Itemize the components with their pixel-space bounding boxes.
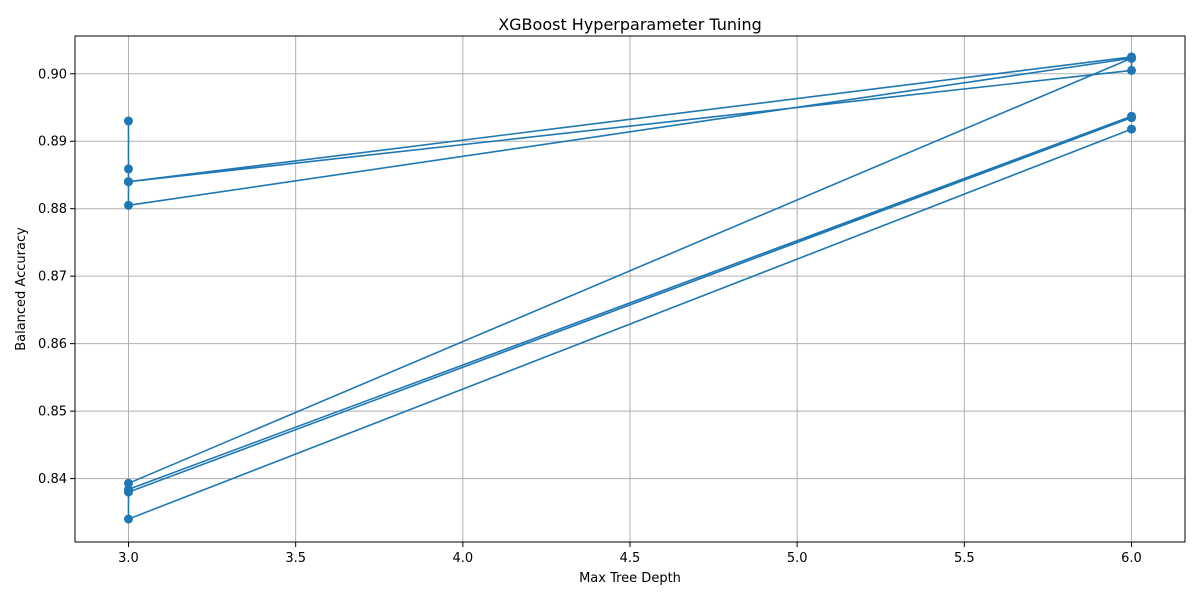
y-axis-label: Balanced Accuracy [14, 227, 29, 351]
y-tick-label: 0.90 [38, 67, 67, 82]
data-point [123, 116, 133, 126]
x-tick-label: 4.0 [452, 551, 473, 566]
data-point [123, 164, 133, 174]
x-tick-label: 3.0 [118, 551, 139, 566]
data-point [1127, 65, 1137, 75]
y-tick-label: 0.84 [38, 472, 67, 487]
ticks: 3.0 3.5 4.0 4.5 5.0 5.5 6.0 0.84 0.85 0.86 0.87 0.8… [38, 67, 1142, 566]
y-tick-label: 0.86 [38, 337, 67, 352]
data-point [1127, 53, 1137, 63]
y-tick-label: 0.87 [38, 270, 67, 285]
series [123, 52, 1137, 524]
x-tick-label: 5.0 [787, 551, 808, 566]
chart-title: XGBoost Hyperparameter Tuning [498, 15, 762, 34]
y-tick-label: 0.88 [38, 202, 67, 217]
data-point [123, 484, 133, 494]
x-tick-label: 6.0 [1121, 551, 1142, 566]
x-axis-label: Max Tree Depth [579, 571, 681, 586]
x-tick-label: 3.5 [285, 551, 306, 566]
x-tick-label: 4.5 [620, 551, 641, 566]
data-point [123, 200, 133, 210]
series-line [127, 56, 1133, 520]
x-tick-label: 5.5 [954, 551, 975, 566]
data-point [1127, 111, 1137, 121]
y-tick-label: 0.89 [38, 135, 67, 150]
data-point [123, 514, 133, 524]
data-point [1127, 124, 1137, 134]
data-point [123, 177, 133, 187]
y-tick-label: 0.85 [38, 405, 67, 420]
